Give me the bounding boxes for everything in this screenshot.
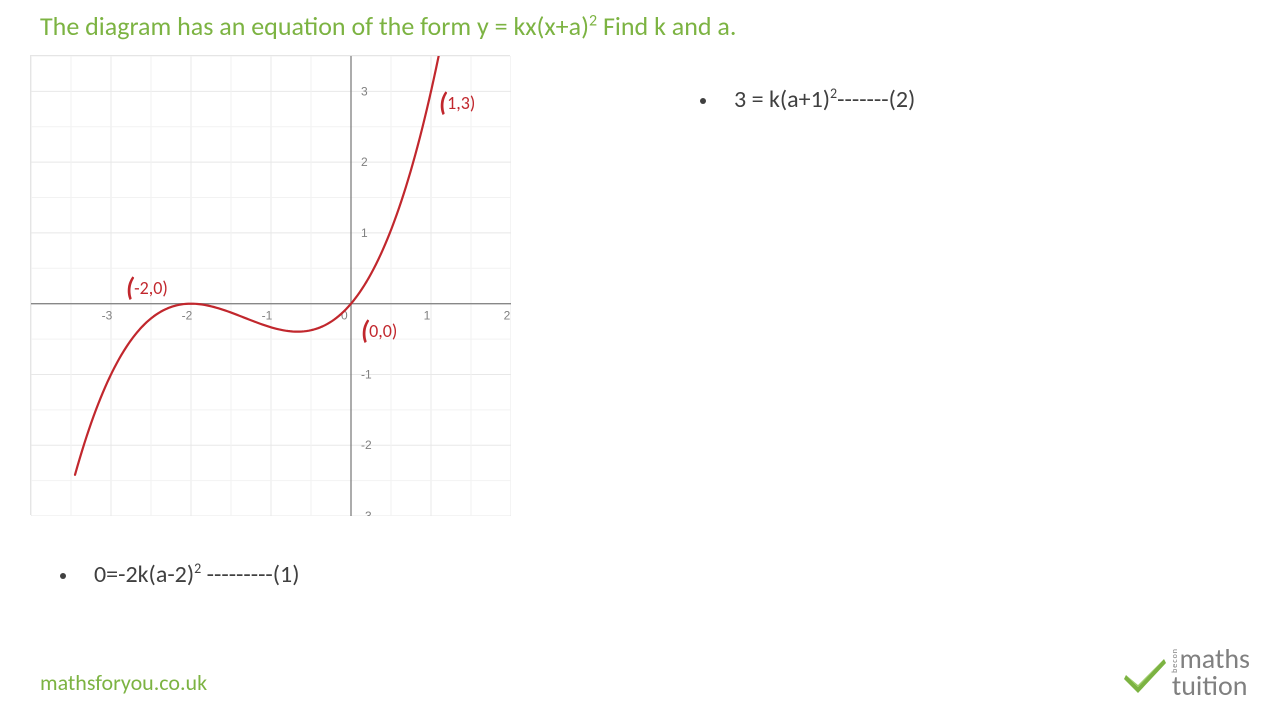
brand-logo: beconmaths tuition: [1122, 646, 1250, 700]
svg-text:-1: -1: [361, 367, 372, 381]
page-title: The diagram has an equation of the form …: [40, 10, 736, 42]
svg-text:3: 3: [361, 84, 368, 98]
footer-url: mathsforyou.co.uk: [40, 669, 207, 696]
logo-text: beconmaths tuition: [1172, 646, 1250, 700]
bullet-tail: -------(2): [837, 85, 915, 114]
bullet-dot: [700, 98, 706, 104]
svg-text:-3: -3: [361, 509, 372, 516]
title-sup: 2: [589, 11, 597, 30]
svg-text:-3: -3: [102, 309, 113, 323]
chart-svg: -3-2-1012-3-2-1123: [31, 56, 511, 516]
svg-text:-1: -1: [262, 309, 273, 323]
svg-text:-2: -2: [361, 438, 372, 452]
logo-line2: tuition: [1172, 668, 1248, 703]
point-annotation: (1,3): [439, 86, 475, 118]
svg-text:-2: -2: [182, 309, 193, 323]
point-annotation: (-2,0): [126, 271, 168, 303]
bullet-text: 0=-2k(a-2): [94, 560, 194, 589]
bullet-text: 3 = k(a+1): [734, 85, 830, 114]
svg-text:2: 2: [361, 155, 368, 169]
svg-text:1: 1: [361, 226, 368, 240]
cubic-chart: -3-2-1012-3-2-1123 (1,3)(-2,0)(0,0): [30, 55, 510, 515]
equation-bullet: 3 = k(a+1)2-------(2): [700, 85, 915, 114]
bullet-dot: [60, 573, 66, 579]
point-annotation: (0,0): [361, 314, 397, 346]
equation-bullet: 0=-2k(a-2)2 ---------(1): [60, 560, 300, 589]
bullet-tail: ---------(1): [201, 560, 299, 589]
title-text-2: Find k and a.: [597, 10, 736, 42]
logo-small: becon: [1172, 648, 1180, 673]
svg-text:2: 2: [504, 309, 511, 323]
check-icon: [1122, 653, 1168, 693]
svg-text:1: 1: [424, 309, 431, 323]
title-text-1: The diagram has an equation of the form …: [40, 10, 589, 42]
